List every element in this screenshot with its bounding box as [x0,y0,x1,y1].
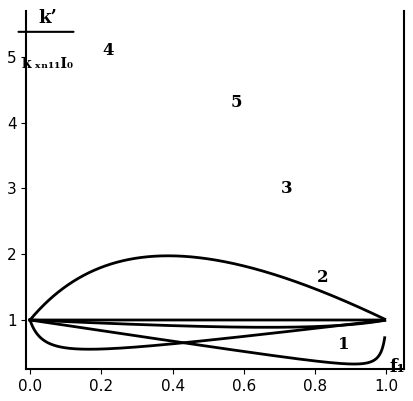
Text: 4: 4 [103,42,114,59]
Text: k ₓₙ₁₁I₀: k ₓₙ₁₁I₀ [22,57,73,71]
Text: 1: 1 [338,336,349,354]
Text: k’: k’ [38,9,57,27]
Text: 5: 5 [231,94,242,111]
Text: 3: 3 [281,180,292,197]
Text: f₁: f₁ [389,358,405,377]
Text: 2: 2 [316,269,328,286]
